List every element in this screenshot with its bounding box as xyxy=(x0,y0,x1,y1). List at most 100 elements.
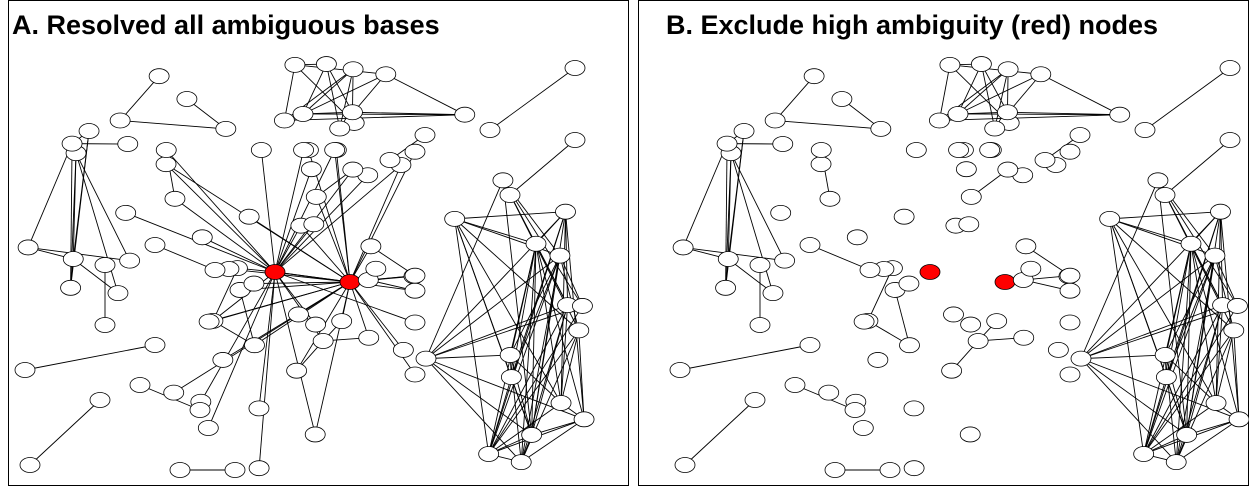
edge xyxy=(454,211,566,220)
edge xyxy=(1080,304,1223,360)
edge xyxy=(454,218,537,245)
node xyxy=(212,352,234,368)
node xyxy=(521,427,543,443)
node xyxy=(379,152,401,168)
node xyxy=(774,252,796,269)
node xyxy=(905,142,927,158)
panel-title: B. Exclude high ambiguity (red) nodes xyxy=(666,10,1158,40)
edge xyxy=(727,258,774,294)
node xyxy=(144,237,166,253)
node xyxy=(859,262,881,278)
edge xyxy=(425,305,583,360)
node xyxy=(525,235,547,252)
node xyxy=(115,204,137,221)
edge xyxy=(1080,211,1221,359)
node xyxy=(238,208,260,225)
edge xyxy=(75,152,131,261)
edge xyxy=(578,330,585,420)
node xyxy=(60,279,81,296)
edge xyxy=(24,344,156,371)
node xyxy=(284,56,306,73)
edge xyxy=(1186,255,1216,435)
node xyxy=(803,68,825,85)
node xyxy=(550,395,572,411)
edge xyxy=(119,75,160,121)
edge xyxy=(120,120,226,130)
node xyxy=(197,420,219,436)
edge xyxy=(302,68,354,115)
edge xyxy=(1164,354,1217,404)
edge xyxy=(1215,330,1235,404)
edge xyxy=(454,218,562,404)
edge xyxy=(454,218,580,331)
edge xyxy=(1109,218,1235,331)
node xyxy=(415,350,437,367)
edge xyxy=(531,255,561,435)
node xyxy=(1099,210,1121,227)
node xyxy=(1015,238,1037,255)
node xyxy=(444,210,466,227)
node xyxy=(744,392,766,408)
node xyxy=(947,106,969,122)
node xyxy=(810,142,832,158)
edge xyxy=(1144,67,1231,131)
node xyxy=(764,112,786,129)
node xyxy=(867,352,889,368)
node xyxy=(164,190,186,207)
node xyxy=(716,135,738,152)
edge xyxy=(228,268,351,283)
edge xyxy=(1143,402,1217,455)
node xyxy=(107,285,129,302)
node xyxy=(853,313,875,330)
node xyxy=(248,460,270,477)
edge xyxy=(27,143,73,248)
node xyxy=(360,238,382,255)
edge xyxy=(72,258,119,294)
edge xyxy=(894,289,910,346)
edge xyxy=(1080,255,1216,359)
edge xyxy=(939,114,1120,121)
node xyxy=(499,187,521,203)
node xyxy=(300,161,322,178)
edge xyxy=(154,244,216,271)
edge xyxy=(300,225,351,283)
node xyxy=(929,112,950,129)
edge xyxy=(1109,211,1221,220)
hub-node xyxy=(919,264,941,280)
edge xyxy=(1109,218,1217,404)
node xyxy=(573,411,595,428)
node xyxy=(305,188,327,205)
node xyxy=(879,462,901,478)
edge xyxy=(1214,255,1238,307)
node xyxy=(78,123,100,139)
node xyxy=(510,454,532,470)
node xyxy=(404,267,426,284)
edge xyxy=(1080,180,1159,359)
node xyxy=(248,400,270,417)
edge xyxy=(274,271,351,283)
node xyxy=(1154,187,1176,203)
edge xyxy=(425,358,532,436)
node xyxy=(870,120,892,137)
node xyxy=(329,120,351,137)
node xyxy=(1223,322,1245,339)
hub-node xyxy=(994,274,1016,290)
node xyxy=(549,247,571,264)
node xyxy=(19,457,41,473)
edge xyxy=(1109,218,1216,257)
edge xyxy=(454,218,490,455)
edge xyxy=(1143,305,1238,455)
edge xyxy=(385,73,465,116)
network-a xyxy=(14,56,595,478)
node xyxy=(1134,122,1156,138)
edge xyxy=(325,63,341,129)
node xyxy=(959,426,981,443)
edge xyxy=(1080,358,1177,463)
panel-title: A. Resolved all ambiguous bases xyxy=(12,10,440,40)
edge xyxy=(867,267,893,322)
node xyxy=(564,60,586,76)
node xyxy=(1205,395,1227,411)
edge xyxy=(949,64,1041,75)
edge xyxy=(1080,305,1238,360)
node xyxy=(674,457,696,473)
